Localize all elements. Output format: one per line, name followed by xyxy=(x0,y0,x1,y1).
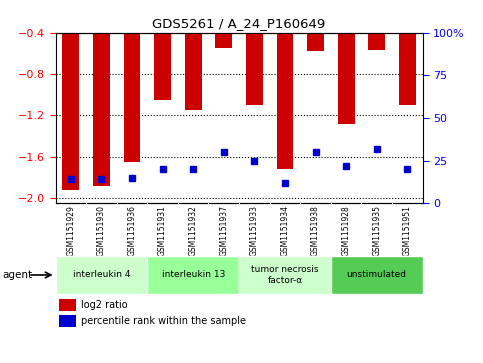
Bar xyxy=(369,33,385,50)
Bar xyxy=(277,33,293,169)
Text: GSM1151929: GSM1151929 xyxy=(66,205,75,256)
Text: interleukin 4: interleukin 4 xyxy=(72,270,130,280)
Text: GSM1151937: GSM1151937 xyxy=(219,205,228,256)
Bar xyxy=(59,315,76,327)
Bar xyxy=(338,33,355,124)
Bar xyxy=(147,256,239,294)
Text: interleukin 13: interleukin 13 xyxy=(161,270,225,280)
Bar xyxy=(307,33,324,51)
Text: agent: agent xyxy=(2,270,32,280)
Text: GSM1151935: GSM1151935 xyxy=(372,205,381,256)
Bar xyxy=(399,33,416,105)
Bar xyxy=(246,33,263,105)
Bar xyxy=(185,33,201,110)
Text: GSM1151936: GSM1151936 xyxy=(128,205,137,256)
Text: GSM1151931: GSM1151931 xyxy=(158,205,167,256)
Bar xyxy=(331,256,423,294)
Text: GSM1151933: GSM1151933 xyxy=(250,205,259,256)
Bar xyxy=(154,33,171,100)
Text: percentile rank within the sample: percentile rank within the sample xyxy=(81,316,246,326)
Text: GSM1151928: GSM1151928 xyxy=(341,205,351,256)
Title: GDS5261 / A_24_P160649: GDS5261 / A_24_P160649 xyxy=(153,17,326,30)
Bar xyxy=(124,33,141,162)
Text: unstimulated: unstimulated xyxy=(347,270,407,280)
Text: GSM1151930: GSM1151930 xyxy=(97,205,106,256)
Text: GSM1151938: GSM1151938 xyxy=(311,205,320,256)
Text: GSM1151934: GSM1151934 xyxy=(281,205,289,256)
Bar xyxy=(59,299,76,310)
Text: GSM1151932: GSM1151932 xyxy=(189,205,198,256)
Bar xyxy=(239,256,331,294)
Text: GSM1151951: GSM1151951 xyxy=(403,205,412,256)
Bar xyxy=(62,33,79,190)
Bar xyxy=(215,33,232,48)
Text: log2 ratio: log2 ratio xyxy=(81,300,128,310)
Bar xyxy=(93,33,110,186)
Bar xyxy=(56,256,147,294)
Text: tumor necrosis
factor-α: tumor necrosis factor-α xyxy=(251,265,319,285)
